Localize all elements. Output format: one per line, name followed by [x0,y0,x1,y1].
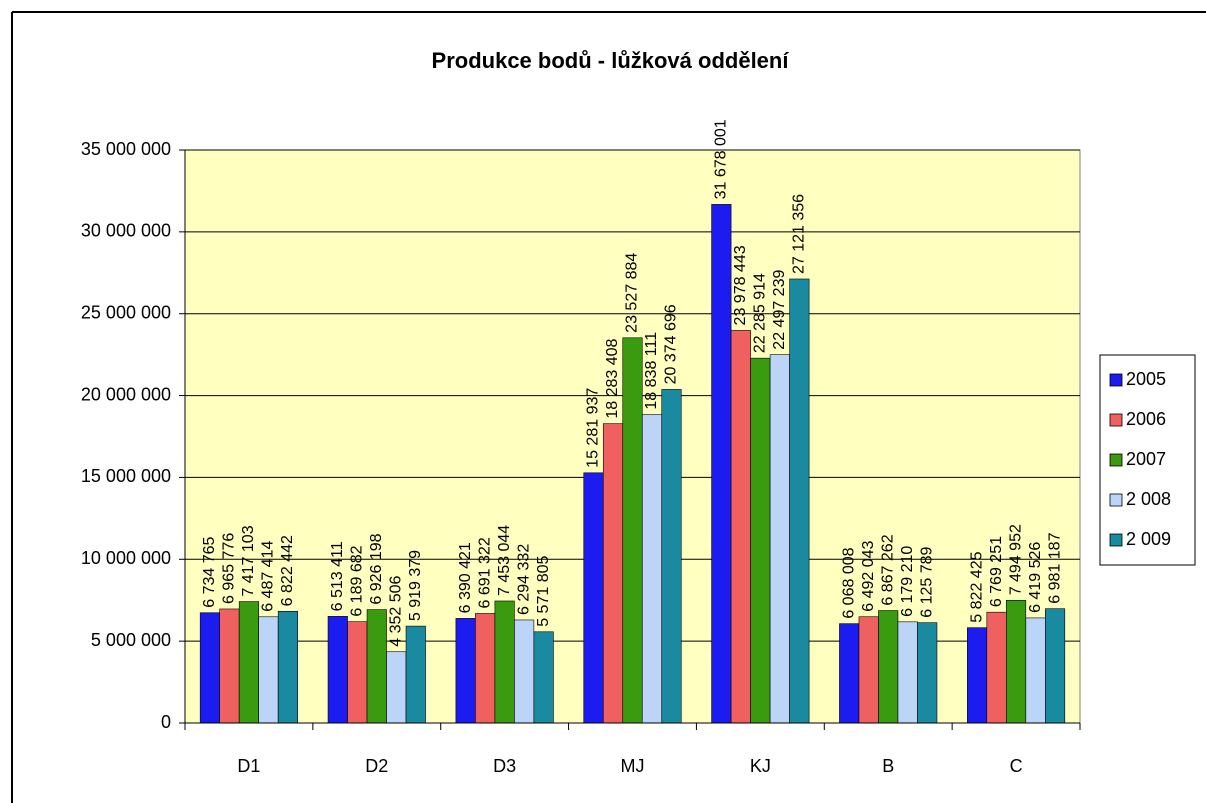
value-label: 7 453 044 [496,525,513,596]
bar [661,389,682,724]
value-label: 6 822 442 [279,535,296,606]
bar [750,357,771,724]
legend-swatch [1109,453,1123,467]
value-label: 6 189 682 [349,545,366,616]
y-tick-label: 5 000 000 [91,630,171,650]
legend-label: 2007 [1126,449,1166,469]
value-label: 15 281 937 [585,388,602,468]
bar [769,354,790,724]
legend-label: 2 009 [1126,529,1171,549]
value-label: 6 419 526 [1027,542,1044,613]
bar [238,601,259,724]
legend-swatch [1109,533,1123,547]
bar [967,627,988,724]
y-tick-label: 35 000 000 [81,139,171,159]
x-tick-label: D2 [365,756,388,776]
y-tick-label: 0 [161,712,171,732]
bar [386,651,407,724]
bar [494,600,515,724]
value-label: 18 838 111 [643,332,660,410]
y-tick-label: 25 000 000 [81,302,171,322]
value-label: 23 527 884 [624,253,641,333]
x-tick-label: KJ [750,756,771,776]
value-label: 6 294 332 [515,544,532,615]
legend-swatch [1109,373,1123,387]
bar [641,414,663,724]
bar [730,330,751,724]
x-tick-label: MJ [621,756,645,776]
bar [199,612,220,724]
legend-label: 2005 [1126,369,1166,389]
x-tick-label: B [882,756,894,776]
bar [622,337,643,724]
value-label: 27 121 356 [791,194,808,274]
value-label: 5 822 425 [968,551,985,622]
y-tick-label: 20 000 000 [81,384,171,404]
value-label: 6 867 262 [879,534,896,605]
value-label: 4 352 506 [388,575,405,646]
value-label: 7 494 952 [1007,524,1024,595]
value-label: 18 283 408 [604,338,621,418]
bar [475,613,496,724]
value-label: 6 390 421 [457,542,474,613]
bar [1006,599,1027,724]
value-label: 22 497 239 [771,270,788,350]
legend-swatch [1109,413,1123,427]
legend-label: 2 008 [1126,489,1171,509]
x-tick-label: D1 [237,756,260,776]
value-label: 6 734 765 [201,536,218,607]
value-label: 6 492 043 [860,540,877,611]
legend-swatch [1109,493,1123,507]
chart-title: Produkce bodů - lůžková oddělení [432,48,790,73]
x-tick-label: D3 [493,756,516,776]
legend-label: 2006 [1126,409,1166,429]
bar [1045,608,1066,724]
bar [219,608,240,724]
bar [455,618,476,724]
value-label: 5 919 379 [407,550,424,621]
bar [897,621,918,724]
bar [1025,617,1046,724]
value-label: 20 374 696 [663,304,680,384]
bar [878,610,899,724]
bar [258,616,279,724]
value-label: 6 487 414 [260,541,277,612]
value-label: 6 981 187 [1046,532,1063,603]
bar [986,611,1007,724]
bar [917,622,938,724]
value-label: 6 691 322 [476,537,493,608]
bar [858,616,879,724]
value-label: 6 179 210 [899,546,916,617]
bar [327,616,348,724]
y-tick-label: 10 000 000 [81,548,171,568]
value-label: 5 571 805 [535,556,552,627]
value-label: 31 678 001 [713,119,730,199]
value-label: 22 285 914 [752,273,769,353]
bar [583,472,604,724]
value-label: 6 125 789 [918,546,935,617]
bar [602,423,624,724]
value-label: 6 513 411 [329,541,346,611]
value-label: 7 417 103 [240,525,257,596]
bar [277,611,298,724]
value-label: 6 769 251 [988,536,1005,607]
bar [405,625,426,724]
value-label: 6 965 776 [221,533,238,604]
y-tick-label: 30 000 000 [81,221,171,241]
value-label: 6 926 198 [368,533,385,604]
y-tick-label: 15 000 000 [81,466,171,486]
bar [514,619,535,724]
value-label: 23 978 443 [732,245,749,325]
bar [366,609,387,724]
bar [347,621,368,724]
bar [789,278,810,724]
bar [839,623,860,724]
x-tick-label: C [1010,756,1023,776]
bar [533,631,554,724]
bar [711,204,732,724]
value-label: 6 068 008 [840,547,857,618]
